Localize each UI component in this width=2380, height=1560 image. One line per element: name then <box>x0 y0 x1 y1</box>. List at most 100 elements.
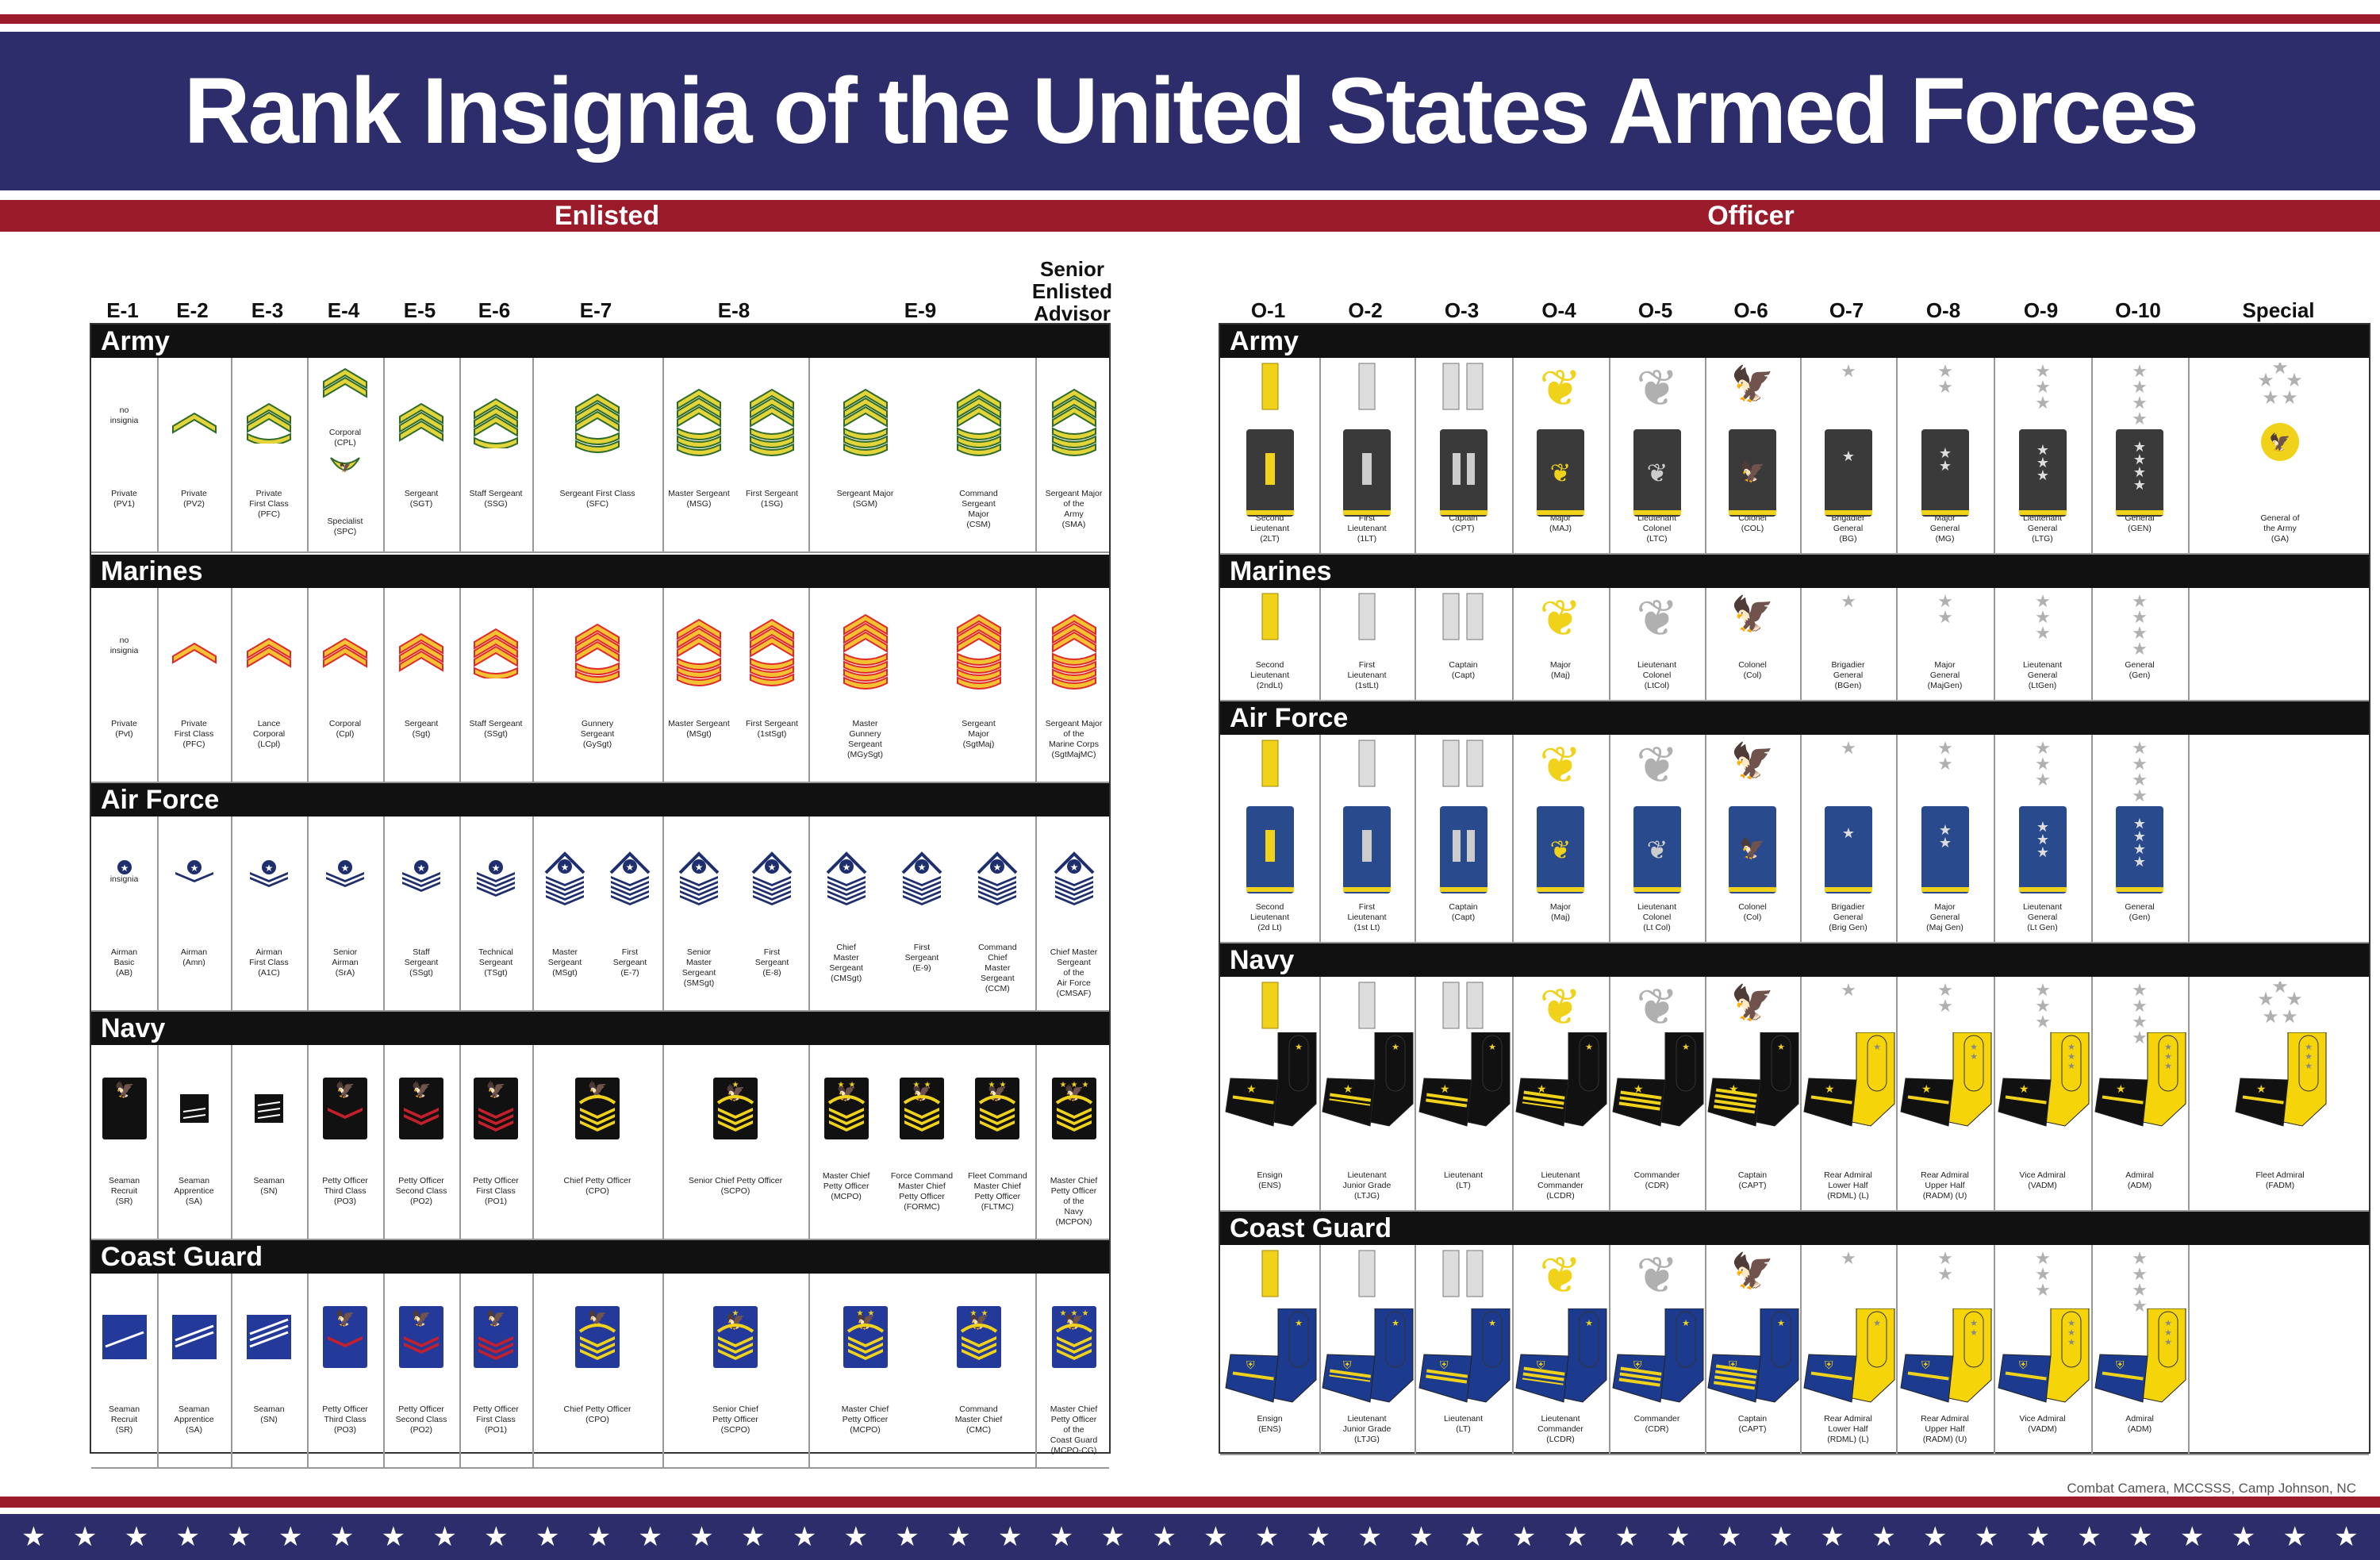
svg-text:★: ★ <box>341 863 350 874</box>
rank-label: Major (Maj) <box>1549 660 1572 680</box>
rank-insignia-icon: ❦ <box>1636 363 1679 415</box>
svg-text:★: ★ <box>2035 377 2051 397</box>
svg-text:★: ★ <box>2305 1043 2313 1052</box>
svg-text:★: ★ <box>856 1309 863 1318</box>
col-divider <box>1609 358 1610 555</box>
rank-insignia-icon: ★★ <box>1937 982 1953 1016</box>
rank-insignia-icon: 🦅★ <box>713 1306 758 1368</box>
rank-label: Corporal (Cpl) <box>328 719 362 739</box>
rank-insignia-icon: 🦅 <box>323 1306 367 1368</box>
row-divider <box>1220 1454 2369 1455</box>
col-divider <box>1896 358 1898 555</box>
svg-text:★: ★ <box>1585 1319 1593 1328</box>
col-divider <box>1896 1245 1898 1455</box>
svg-text:★: ★ <box>2164 1062 2172 1071</box>
sleeve-insignia-icon: ⛨★ <box>1707 1308 1799 1403</box>
footer-star-icon: ★ <box>21 1522 46 1552</box>
rank-label: Rear Admiral Lower Half (RDML) (L) <box>1824 1414 1872 1444</box>
rank-insignia-icon <box>575 623 620 683</box>
rank-label: Lieutenant Colonel (Lt Col) <box>1637 902 1677 932</box>
rank-insignia-icon <box>956 613 1001 690</box>
rank-insignia-icon: ★★★★ <box>2132 593 2148 659</box>
footer-star-icon: ★ <box>1203 1522 1228 1552</box>
svg-text:★: ★ <box>1873 1319 1881 1328</box>
rank-label: Rear Admiral Upper Half (RADM) (U) <box>1921 1414 1969 1444</box>
rank-insignia-icon <box>1261 1250 1278 1297</box>
row-divider <box>91 1010 1109 1012</box>
col-divider <box>532 358 534 553</box>
svg-text:★: ★ <box>924 1081 931 1089</box>
col-divider <box>1319 588 1321 701</box>
rank-insignia-icon <box>474 628 518 678</box>
rank-label: Airman First Class (A1C) <box>249 947 289 978</box>
sleeve-insignia-icon: ★★ <box>1707 1032 1799 1127</box>
svg-text:★: ★ <box>1970 1319 1978 1328</box>
sleeve-insignia-icon: ★★ <box>1224 1032 1316 1127</box>
no-insignia-note: no insignia <box>109 405 139 425</box>
rank-insignia-icon: ★ <box>1841 363 1856 381</box>
svg-text:★: ★ <box>2132 1028 2148 1047</box>
svg-text:★: ★ <box>2132 1250 2148 1268</box>
col-divider <box>662 817 664 1012</box>
rank-insignia-icon: ★★★ <box>2035 982 2051 1032</box>
rank-label: First Sergeant (1stSgt) <box>746 719 798 739</box>
col-divider <box>1319 977 1321 1212</box>
rank-label: Specialist (SPC) <box>327 517 363 536</box>
footer-star-icon: ★ <box>1974 1522 1999 1552</box>
sleeve-insignia-icon: ⛨★ <box>1802 1308 1894 1403</box>
svg-text:★: ★ <box>2132 786 2148 805</box>
rank-label: Seaman Recruit (SR) <box>108 1404 140 1435</box>
col-divider <box>383 588 385 783</box>
col-divider <box>231 1274 232 1469</box>
svg-text:★: ★ <box>2067 1062 2075 1071</box>
rank-label: Technical Sergeant (TSgt) <box>478 947 513 978</box>
rank-insignia-icon: 🦅★ ★ <box>956 1306 1001 1368</box>
col-divider <box>1800 1245 1802 1455</box>
rank-label: Ensign (ENS) <box>1257 1414 1283 1434</box>
svg-text:★: ★ <box>2035 1250 2051 1268</box>
rank-label: Seaman Recruit (SR) <box>108 1176 140 1206</box>
svg-text:★: ★ <box>2271 363 2289 378</box>
rank-insignia-icon: ❦ <box>1539 363 1582 415</box>
row-divider <box>1220 700 2369 701</box>
svg-text:★: ★ <box>2305 1062 2313 1071</box>
rank-insignia-icon: ★ <box>117 860 132 874</box>
col-divider <box>307 1045 309 1240</box>
svg-text:★: ★ <box>1938 835 1951 851</box>
svg-text:★: ★ <box>1777 1043 1785 1052</box>
svg-text:★: ★ <box>1069 862 1078 873</box>
rank-insignia-icon <box>677 388 721 456</box>
row-divider <box>1220 942 2369 943</box>
rank-label: Master Sergeant (MSG) <box>668 489 730 509</box>
svg-text:★: ★ <box>2035 1264 2051 1284</box>
col-divider <box>808 358 810 553</box>
sleeve-insignia-icon: ⛨★ <box>1611 1308 1703 1403</box>
footer-star-icon: ★ <box>1614 1522 1639 1552</box>
officer-row: Second Lieutenant (2LT) First Lieutenant … <box>1220 358 2369 555</box>
enlisted-col-header: E-8 <box>717 298 750 322</box>
rank-insignia-icon: 🦅★ ★ ★ <box>1051 1078 1096 1139</box>
officer-col-header: O-6 <box>1733 298 1768 322</box>
svg-text:★: ★ <box>561 862 570 873</box>
sleeve-insignia-icon: ⛨★★★ <box>2094 1308 2186 1403</box>
col-divider <box>307 358 309 553</box>
section-band: Enlisted Officer <box>0 200 2380 232</box>
rank-insignia-icon: ★★★★ <box>2132 982 2148 1047</box>
col-divider <box>2091 358 2093 555</box>
officer-col-header: O-8 <box>1925 298 1961 322</box>
svg-text:★: ★ <box>2133 854 2146 870</box>
rank-insignia-icon: 🦅★ ★ ★ <box>1051 1306 1096 1368</box>
rank-label: Sergeant (Sgt) <box>404 719 439 739</box>
col-divider <box>1609 1245 1610 1455</box>
svg-text:★: ★ <box>2132 1296 2148 1316</box>
rank-label: Private (PV1) <box>111 489 137 509</box>
rank-insignia-icon: ★ <box>1841 740 1856 758</box>
svg-text:★: ★ <box>1392 1319 1399 1328</box>
rank-label: Staff Sergeant (SSgt) <box>404 947 439 978</box>
rank-insignia-icon: 🦅 <box>330 457 360 473</box>
officer-heading: Officer <box>1707 201 1795 231</box>
rank-insignia-icon <box>171 1315 217 1359</box>
footer-star-icon: ★ <box>1717 1522 1742 1552</box>
footer-star-icon: ★ <box>124 1522 149 1552</box>
rank-insignia-icon: 🦅★ ★ <box>975 1078 1020 1139</box>
